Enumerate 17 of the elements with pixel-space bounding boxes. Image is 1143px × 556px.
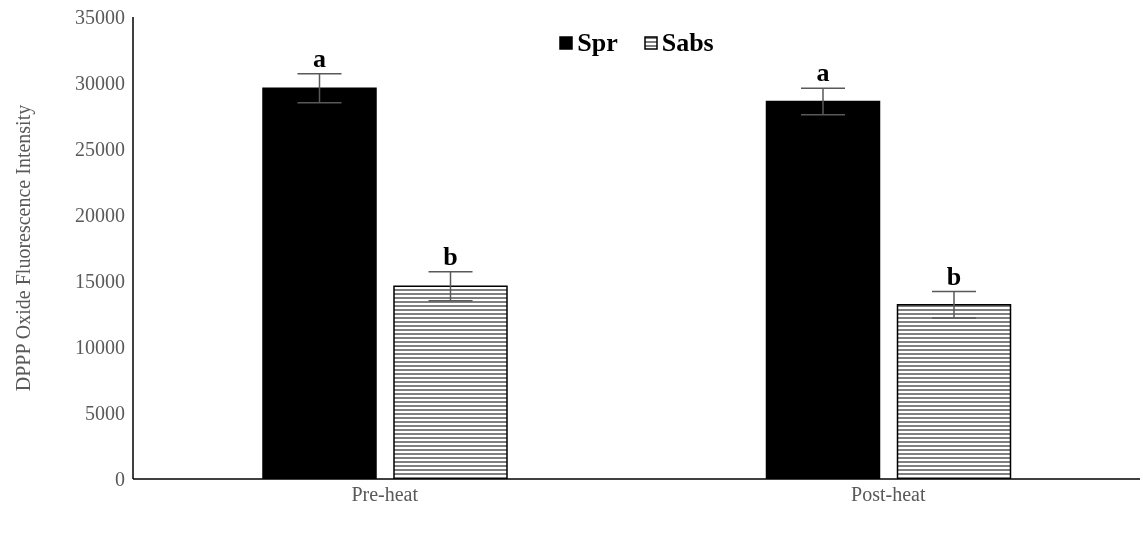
legend-label: Spr <box>577 28 618 58</box>
data-label: b <box>946 261 962 291</box>
y-tick-label: 25000 <box>75 138 125 161</box>
data-label: b <box>443 241 458 271</box>
data-label: a <box>816 58 830 88</box>
x-tick-label: Post-heat <box>851 483 926 506</box>
y-tick-label: 30000 <box>75 72 125 95</box>
y-axis-title: DPPP Oxide Fluorescence Intensity <box>12 104 36 392</box>
y-tick-label: 10000 <box>75 336 125 359</box>
y-tick-label: 0 <box>115 468 125 491</box>
y-tick-label: 5000 <box>85 402 125 425</box>
x-tick-label: Pre-heat <box>351 483 419 506</box>
legend-label: Sabs <box>661 28 714 58</box>
y-tick-label: 15000 <box>75 270 125 293</box>
y-tick-label: 20000 <box>75 204 125 227</box>
y-tick-label: 35000 <box>75 6 125 29</box>
data-label: a <box>313 43 326 73</box>
